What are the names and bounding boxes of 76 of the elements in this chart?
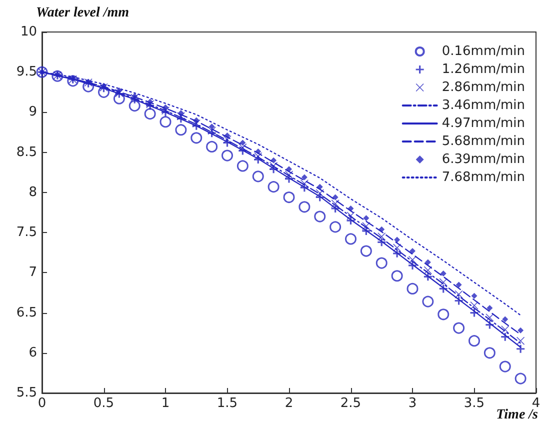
x-tick-label: 2 xyxy=(284,396,294,411)
point xyxy=(502,316,508,322)
point xyxy=(438,308,450,320)
point xyxy=(128,100,140,112)
point xyxy=(190,132,202,144)
legend-label: 4.97mm/min xyxy=(442,116,526,131)
point xyxy=(394,236,400,243)
point xyxy=(499,360,511,372)
x-tick-label: 1.5 xyxy=(216,396,238,411)
x-tick-label: 0.5 xyxy=(93,396,114,411)
y-tick-label: 10 xyxy=(20,24,37,40)
point xyxy=(332,194,338,200)
point xyxy=(391,270,403,282)
y-tick-label: 5.5 xyxy=(16,386,37,400)
y-axis-title: Water level /mm xyxy=(36,6,130,20)
point xyxy=(330,221,342,233)
legend-label: 0.16mm/min xyxy=(442,44,526,59)
point xyxy=(314,210,326,222)
legend-label: 7.68mm/min xyxy=(442,170,526,185)
point xyxy=(406,282,418,294)
point xyxy=(518,327,524,334)
point xyxy=(316,184,323,190)
point xyxy=(268,181,280,193)
point xyxy=(440,270,446,276)
y-tick-label: 7.5 xyxy=(16,225,37,240)
x-tick-label: 0 xyxy=(38,396,46,411)
point xyxy=(424,259,431,266)
legend-label: 1.26mm/min xyxy=(442,62,526,77)
y-tick-label: 8 xyxy=(28,184,37,200)
point xyxy=(160,116,172,128)
x-tick-label: 2.5 xyxy=(340,396,362,411)
point xyxy=(468,335,480,347)
point xyxy=(301,174,308,180)
legend-label: 2.86mm/min xyxy=(442,80,526,95)
point xyxy=(82,80,94,92)
point xyxy=(453,322,465,334)
point xyxy=(501,326,510,334)
point xyxy=(376,257,388,269)
point xyxy=(486,304,493,311)
legend-label: 5.68mm/min xyxy=(442,134,526,149)
point xyxy=(208,124,215,130)
point xyxy=(270,157,277,164)
point xyxy=(236,160,248,172)
point xyxy=(456,282,462,288)
point xyxy=(484,347,496,359)
legend-label: 3.46mm/min xyxy=(442,98,526,113)
point xyxy=(514,372,526,384)
point xyxy=(222,150,233,162)
y-tick-label: 9 xyxy=(28,104,37,120)
point xyxy=(345,233,356,245)
point xyxy=(454,290,463,298)
point xyxy=(175,124,187,136)
point xyxy=(298,201,310,213)
point xyxy=(113,92,125,104)
y-tick-label: 8.5 xyxy=(16,144,37,160)
point xyxy=(422,296,434,308)
y-tick-label: 7 xyxy=(28,265,37,280)
point xyxy=(410,248,416,254)
point xyxy=(363,215,370,222)
point xyxy=(206,140,218,152)
legend-label: 6.39mm/min xyxy=(442,152,526,167)
x-tick-label: 3 xyxy=(408,396,417,411)
point xyxy=(52,70,64,82)
point xyxy=(252,170,264,182)
point xyxy=(98,86,110,98)
point xyxy=(67,75,79,87)
point xyxy=(144,108,156,120)
point xyxy=(283,192,295,204)
y-tick-label: 6 xyxy=(28,345,37,360)
y-tick-label: 9.5 xyxy=(16,64,37,80)
y-tick-label: 6.5 xyxy=(16,305,37,320)
x-tick-label: 3.5 xyxy=(464,396,485,411)
point xyxy=(240,140,246,146)
point xyxy=(360,245,372,257)
point xyxy=(471,292,478,299)
x-tick-label: 1 xyxy=(161,396,170,411)
